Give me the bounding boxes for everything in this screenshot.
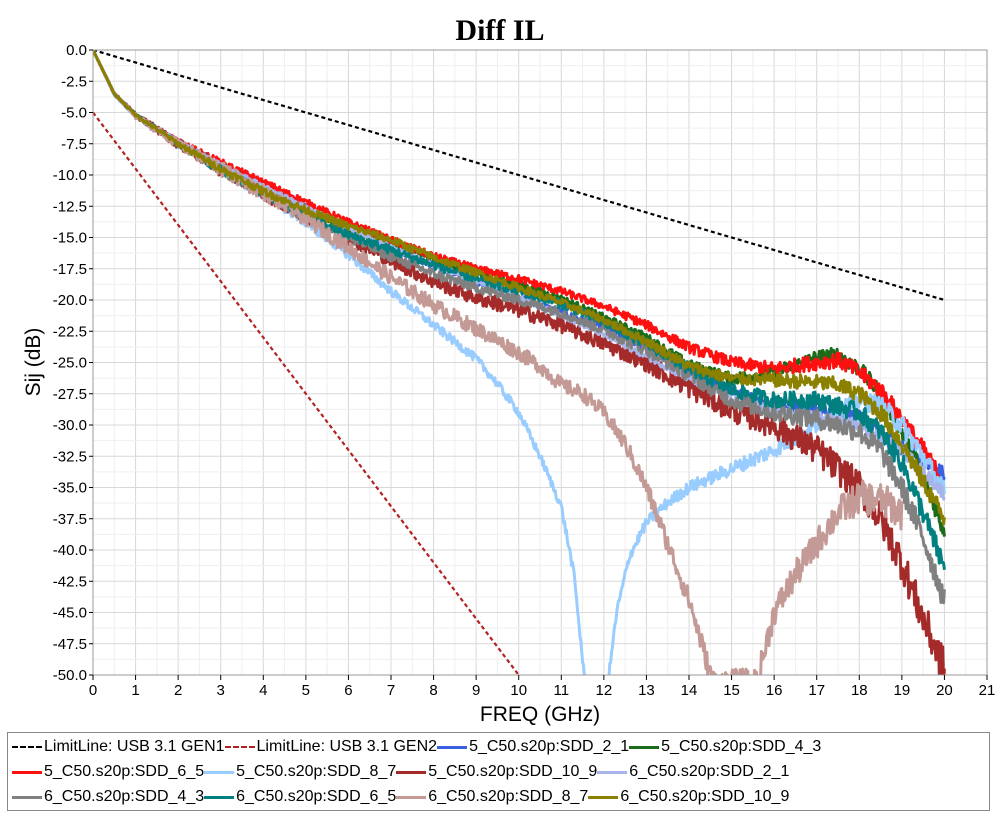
x-axis-label: FREQ (GHz) bbox=[480, 703, 600, 726]
line-chart: Diff IL 0 1 2 3 4 5 6 7 8 9 10 11 12 13 14 15 16 17 18 19 20… bbox=[22, 14, 996, 726]
y-tick-label: -5.0 bbox=[61, 105, 87, 122]
chart-legend: LimitLine: USB 3.1 GEN1 LimitLine: USB 3.… bbox=[7, 732, 990, 811]
legend-item: 6_C50.s20p:SDD_2_1 bbox=[597, 763, 789, 781]
legend-label: 5_C50.s20p:SDD_8_7 bbox=[236, 763, 397, 780]
legend-swatch bbox=[396, 795, 427, 799]
y-tick-label: -42.5 bbox=[53, 573, 87, 590]
legend-item: 5_C50.s20p:SDD_2_1 bbox=[437, 738, 629, 756]
legend-swatch bbox=[12, 770, 42, 774]
legend-label: 5_C50.s20p:SDD_10_9 bbox=[428, 763, 598, 780]
legend-label: 6_C50.s20p:SDD_6_5 bbox=[236, 788, 397, 805]
y-tick-label: -22.5 bbox=[53, 323, 87, 340]
x-tick-label: 9 bbox=[472, 682, 480, 699]
y-tick-label: -27.5 bbox=[53, 386, 87, 403]
legend-item: 6_C50.s20p:SDD_4_3 bbox=[12, 788, 204, 806]
y-tick-label: -45.0 bbox=[53, 605, 87, 622]
x-tick-label: 17 bbox=[808, 682, 825, 699]
legend-row: LimitLine: USB 3.1 GEN1 LimitLine: USB 3.… bbox=[12, 735, 821, 759]
y-tick-label: 0.0 bbox=[66, 42, 87, 59]
x-tick-label: 10 bbox=[510, 682, 527, 699]
x-tick-label: 12 bbox=[596, 682, 613, 699]
legend-label: LimitLine: USB 3.1 GEN2 bbox=[256, 738, 438, 755]
legend-item: LimitLine: USB 3.1 GEN1 bbox=[12, 738, 225, 756]
legend-swatch bbox=[12, 746, 42, 748]
series-line-1 bbox=[93, 50, 945, 302]
x-tick-label: 6 bbox=[344, 682, 352, 699]
series-line-12 bbox=[93, 50, 946, 526]
x-tick-label: 3 bbox=[217, 682, 225, 699]
y-tick-label: -47.5 bbox=[53, 636, 87, 653]
y-tick-label: -2.5 bbox=[61, 73, 87, 90]
x-tick-label: 21 bbox=[979, 682, 996, 699]
y-tick-label: -30.0 bbox=[53, 417, 87, 434]
legend-label: 5_C50.s20p:SDD_2_1 bbox=[469, 738, 630, 755]
y-tick-label: -12.5 bbox=[53, 198, 87, 215]
legend-label: 6_C50.s20p:SDD_2_1 bbox=[629, 763, 790, 780]
chart-title: Diff IL bbox=[455, 14, 544, 47]
legend-label: 5_C50.s20p:SDD_6_5 bbox=[44, 763, 205, 780]
legend-item: 6_C50.s20p:SDD_10_9 bbox=[588, 788, 789, 806]
y-tick-label: -25.0 bbox=[53, 355, 87, 372]
legend-swatch bbox=[204, 770, 235, 774]
legend-swatch bbox=[204, 795, 235, 799]
y-tick-label: -35.0 bbox=[53, 480, 87, 497]
x-tick-label: 8 bbox=[429, 682, 437, 699]
grid-lines bbox=[92, 49, 988, 676]
y-tick-label: -40.0 bbox=[53, 542, 87, 559]
y-tick-label: -10.0 bbox=[53, 167, 87, 184]
legend-item: 5_C50.s20p:SDD_6_5 bbox=[12, 763, 204, 781]
legend-swatch bbox=[588, 795, 619, 799]
legend-label: LimitLine: USB 3.1 GEN1 bbox=[44, 738, 225, 755]
legend-swatch bbox=[597, 770, 628, 774]
x-tick-label: 1 bbox=[131, 682, 139, 699]
legend-row: 5_C50.s20p:SDD_6_5 5_C50.s20p:SDD_8_7 5_C5… bbox=[12, 760, 789, 784]
legend-label: 5_C50.s20p:SDD_4_3 bbox=[661, 738, 822, 755]
y-tick-label: -32.5 bbox=[53, 448, 87, 465]
x-tick-label: 0 bbox=[89, 682, 97, 699]
legend-item: 6_C50.s20p:SDD_6_5 bbox=[204, 788, 396, 806]
legend-swatch bbox=[224, 746, 255, 748]
x-tick-label: 19 bbox=[894, 682, 911, 699]
x-tick-label: 2 bbox=[174, 682, 182, 699]
y-tick-label: -20.0 bbox=[53, 292, 87, 309]
legend-swatch bbox=[12, 795, 42, 799]
x-tick-label: 18 bbox=[851, 682, 868, 699]
x-tick-label: 5 bbox=[302, 682, 310, 699]
legend-label: 6_C50.s20p:SDD_10_9 bbox=[620, 788, 790, 805]
legend-label: 6_C50.s20p:SDD_4_3 bbox=[44, 788, 205, 805]
legend-row: 6_C50.s20p:SDD_4_3 6_C50.s20p:SDD_6_5 6_C5… bbox=[12, 785, 789, 809]
x-tick-label: 14 bbox=[681, 682, 698, 699]
x-tick-label: 7 bbox=[387, 682, 395, 699]
y-axis-label: Sij (dB) bbox=[22, 328, 45, 397]
legend-label: 6_C50.s20p:SDD_8_7 bbox=[428, 788, 589, 805]
x-tick-label: 11 bbox=[553, 682, 569, 699]
legend-swatch bbox=[437, 745, 468, 749]
y-tick-label: -7.5 bbox=[61, 136, 87, 153]
y-tick-label: -50.0 bbox=[53, 667, 87, 684]
x-axis: 0 1 2 3 4 5 6 7 8 9 10 11 12 13 14 15 16 17 18 19 20 21 bbox=[89, 675, 996, 699]
legend-swatch bbox=[396, 770, 427, 774]
y-axis: 0.0 -2.5 -5.0 -7.5 -10.0 -12.5 -15.0 -17.5 -20.0… bbox=[53, 42, 93, 684]
x-tick-label: 16 bbox=[766, 682, 783, 699]
y-tick-label: -15.0 bbox=[53, 230, 87, 247]
legend-item: 5_C50.s20p:SDD_8_7 bbox=[204, 763, 396, 781]
x-tick-label: 15 bbox=[723, 682, 740, 699]
y-tick-label: -37.5 bbox=[53, 511, 87, 528]
series-line-2 bbox=[93, 111, 520, 675]
x-tick-label: 13 bbox=[638, 682, 655, 699]
legend-item: 5_C50.s20p:SDD_4_3 bbox=[629, 738, 821, 756]
legend-item: LimitLine: USB 3.1 GEN2 bbox=[224, 738, 438, 756]
legend-item: 5_C50.s20p:SDD_10_9 bbox=[396, 763, 597, 781]
x-tick-label: 4 bbox=[259, 682, 267, 699]
legend-swatch bbox=[629, 745, 660, 749]
legend-item: 6_C50.s20p:SDD_8_7 bbox=[396, 788, 588, 806]
y-tick-label: -17.5 bbox=[53, 261, 87, 278]
x-tick-label: 20 bbox=[936, 682, 953, 699]
series-layer bbox=[93, 50, 946, 675]
